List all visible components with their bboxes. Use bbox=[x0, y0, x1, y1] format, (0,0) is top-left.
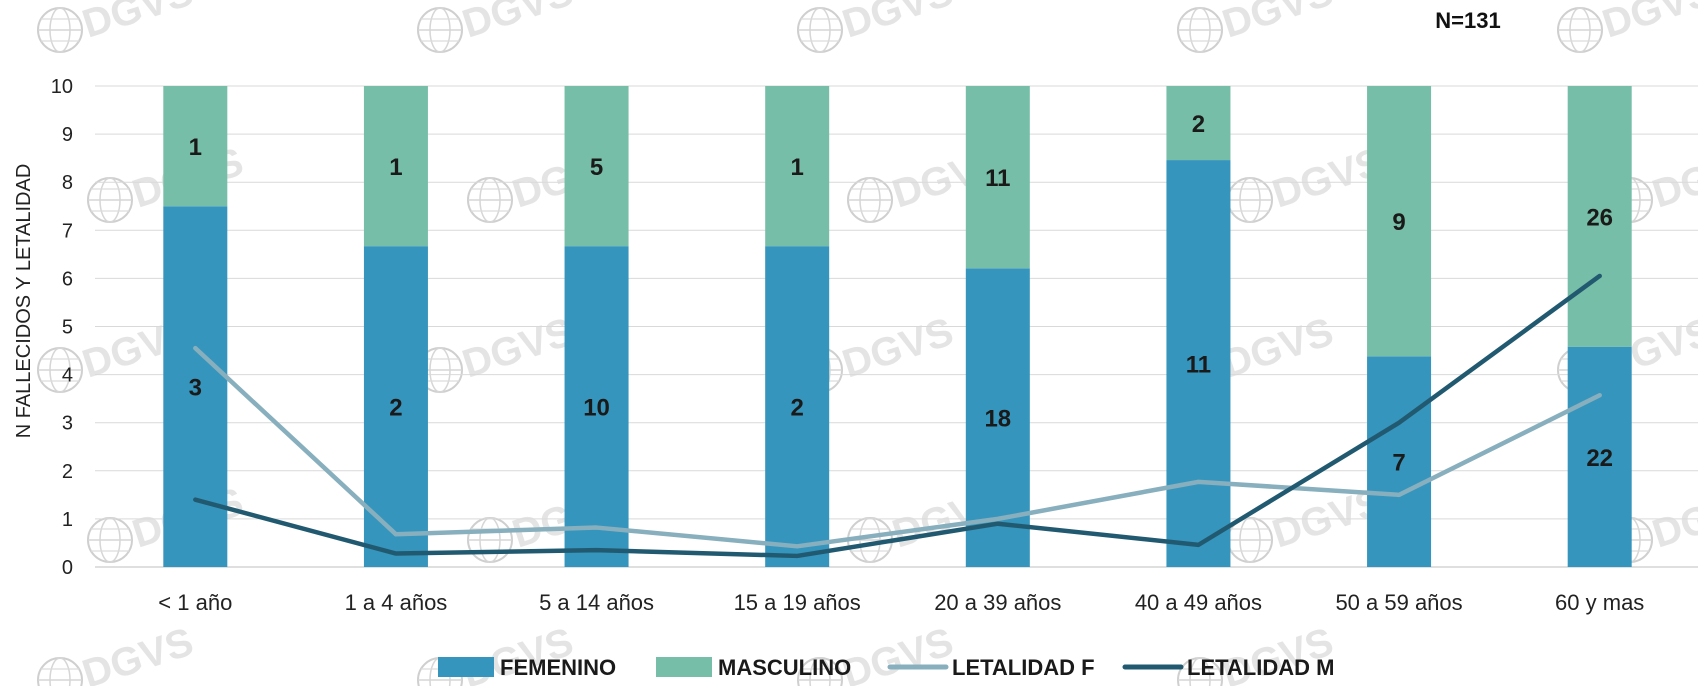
bar-masculino bbox=[1367, 86, 1432, 357]
y-tick-label: 4 bbox=[62, 365, 73, 387]
bar-masculino bbox=[163, 86, 228, 207]
y-tick-label: 6 bbox=[62, 268, 73, 290]
watermark-logo bbox=[1177, 0, 1340, 54]
bar-masculino bbox=[1567, 86, 1632, 347]
legend-label: FEMENINO bbox=[500, 655, 616, 680]
legend-label: MASCULINO bbox=[718, 655, 851, 680]
watermark-logo bbox=[37, 618, 200, 691]
data-label: 10 bbox=[583, 395, 610, 422]
legend-swatch bbox=[656, 657, 712, 677]
watermark-logo bbox=[1227, 138, 1390, 223]
bar-masculino bbox=[564, 86, 629, 247]
watermark-logo bbox=[797, 0, 960, 54]
legend: FEMENINO MASCULINO LETALIDAD F LETALIDAD M bbox=[438, 655, 1334, 680]
bar-femenino bbox=[564, 246, 629, 567]
x-tick-label: 5 a 14 años bbox=[539, 590, 654, 615]
legend-label: LETALIDAD M bbox=[1187, 655, 1334, 680]
watermark-layer bbox=[37, 0, 1698, 691]
x-tick-label: 50 a 59 años bbox=[1335, 590, 1462, 615]
x-tick-label: 40 a 49 años bbox=[1135, 590, 1262, 615]
data-label: 9 bbox=[1392, 209, 1405, 236]
y-tick-label: 1 bbox=[62, 509, 73, 531]
data-label: 1 bbox=[791, 154, 804, 181]
legend-swatch bbox=[438, 657, 494, 677]
lines-layer bbox=[193, 273, 1602, 559]
y-axis-title: N FALLECIDOS Y LETALIDAD bbox=[13, 164, 35, 439]
data-label: 2 bbox=[389, 395, 402, 422]
bar-femenino bbox=[1567, 346, 1632, 567]
labels-layer: 3 1 2 1 10 5 2 1 18 11 11 2 7 9 22 26 bbox=[189, 111, 1613, 477]
bar-masculino bbox=[363, 86, 428, 247]
line-letalidad-f bbox=[193, 345, 1602, 549]
axis-layer: 0 1 2 3 4 5 6 7 8 9 10 < 1 año 1 a 4 años 5 a 14 años… bbox=[51, 76, 1645, 615]
watermark-logo bbox=[37, 0, 200, 54]
line-letalidad-m bbox=[193, 273, 1602, 559]
data-label: 2 bbox=[1192, 111, 1205, 138]
bar-femenino bbox=[1367, 356, 1432, 567]
watermark-logo bbox=[417, 0, 580, 54]
x-tick-label: < 1 año bbox=[158, 590, 232, 615]
x-tick-label: 15 a 19 años bbox=[734, 590, 861, 615]
x-tick-label: 1 a 4 años bbox=[345, 590, 448, 615]
bar-masculino bbox=[965, 86, 1030, 269]
n-annotation: N=131 bbox=[1435, 8, 1500, 33]
y-tick-label: 7 bbox=[62, 220, 73, 242]
x-tick-label: 60 y mas bbox=[1555, 590, 1644, 615]
data-label: 26 bbox=[1586, 204, 1613, 231]
y-tick-label: 8 bbox=[62, 172, 73, 194]
watermark-logo bbox=[1557, 0, 1698, 54]
data-label: 18 bbox=[984, 406, 1011, 433]
data-label: 1 bbox=[389, 154, 402, 181]
data-label: 3 bbox=[189, 375, 202, 402]
x-tick-label: 20 a 39 años bbox=[934, 590, 1061, 615]
y-tick-label: 3 bbox=[62, 413, 73, 435]
watermark-logo bbox=[417, 308, 580, 393]
y-tick-label: 5 bbox=[62, 317, 73, 339]
grid-layer bbox=[95, 85, 1698, 568]
bar-masculino bbox=[765, 86, 830, 247]
bar-femenino bbox=[765, 246, 830, 567]
data-label: 22 bbox=[1586, 445, 1613, 472]
legend-item: LETALIDAD F bbox=[887, 655, 1095, 680]
legend-item: LETALIDAD M bbox=[1122, 655, 1334, 680]
bar-femenino bbox=[1166, 160, 1231, 567]
y-tick-label: 0 bbox=[62, 557, 73, 579]
data-label: 2 bbox=[791, 395, 804, 422]
y-tick-label: 2 bbox=[62, 461, 73, 483]
data-label: 11 bbox=[1186, 352, 1211, 379]
legend-item: MASCULINO bbox=[656, 655, 851, 680]
data-label: 5 bbox=[590, 154, 603, 181]
y-tick-label: 10 bbox=[51, 76, 73, 98]
data-label: 11 bbox=[985, 165, 1010, 192]
data-label: 7 bbox=[1392, 450, 1405, 477]
y-tick-label: 9 bbox=[62, 124, 73, 146]
bar-masculino bbox=[1166, 86, 1231, 161]
legend-item: FEMENINO bbox=[438, 655, 616, 680]
legend-label: LETALIDAD F bbox=[952, 655, 1095, 680]
data-label: 1 bbox=[189, 134, 202, 161]
